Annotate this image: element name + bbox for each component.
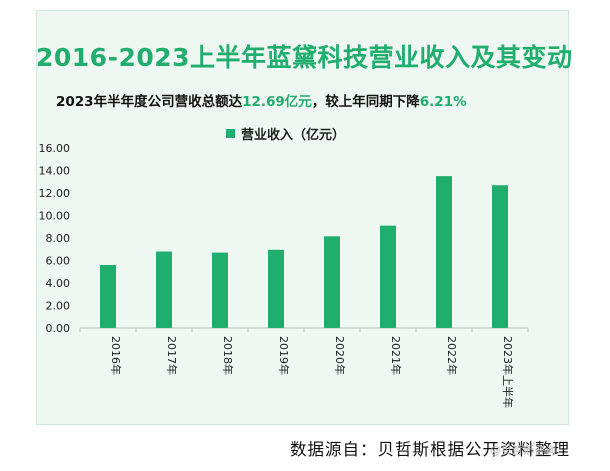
subtitle-change-value: 6.21% [419,94,467,110]
x-tick-label: 2017年 [165,336,179,375]
watermark: @贝哲斯咨询 [490,444,556,457]
chart-subtitle: 2023年半年度公司营收总额达12.69亿元，较上年同期下降6.21% [56,90,467,110]
chart-legend: 营业收入（亿元） [226,124,345,143]
y-tick-label: 16.00 [39,142,71,155]
legend-swatch [226,129,235,138]
y-tick-label: 8.00 [46,232,71,245]
y-tick-label: 14.00 [39,165,71,178]
y-tick-label: 4.00 [46,277,71,290]
bar [324,236,340,328]
x-tick-label: 2016年 [109,336,123,375]
x-tick-label: 2019年 [277,336,291,375]
bar [100,265,116,328]
x-tick-label: 2022年 [445,336,459,375]
x-tick-label: 2021年 [389,336,403,375]
x-tick-label: 2023年上半年 [501,336,515,408]
subtitle-revenue-value: 12.69亿元 [242,94,312,110]
subtitle-prefix: 2023年半年度公司营收总额达 [56,94,243,110]
data-source-note: 数据源自：贝哲斯根据公开资料整理 [290,440,570,459]
bar [492,185,508,328]
bar [212,252,228,328]
y-tick-label: 12.00 [39,187,71,200]
legend-label: 营业收入（亿元） [241,128,346,143]
y-tick-label: 10.00 [39,210,71,223]
y-tick-label: 2.00 [46,300,71,313]
bar [380,225,396,328]
bar [156,251,172,328]
x-tick-label: 2018年 [221,336,235,375]
y-tick-label: 6.00 [46,255,71,268]
x-tick-label: 2020年 [333,336,347,375]
chart-card [36,10,569,425]
y-tick-label: 0.00 [46,322,71,335]
bar [436,176,452,328]
subtitle-mid: ，较上年同期下降 [311,94,420,110]
bar [268,249,284,328]
chart-title: 2016-2023上半年蓝黛科技营业收入及其变动 [36,43,573,72]
